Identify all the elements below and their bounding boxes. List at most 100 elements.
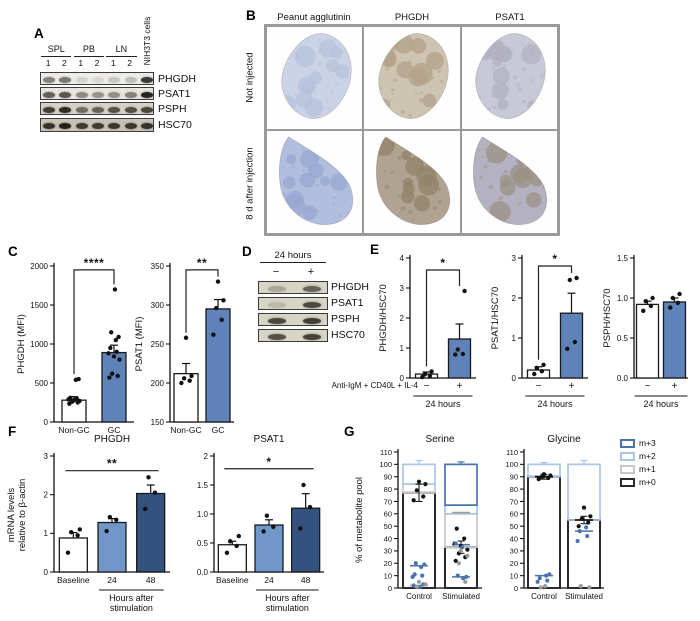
y-tick-label: 50	[510, 522, 518, 531]
y-tick-label: 90	[510, 473, 518, 482]
data-point	[261, 529, 266, 534]
chart-title: PSAT1	[254, 434, 285, 445]
data-point	[545, 578, 550, 583]
bar-Baseline	[58, 537, 88, 573]
data-point	[535, 579, 540, 584]
data-point	[179, 380, 184, 386]
legend-label: m+0	[639, 477, 656, 487]
x-axis-sub-label: Hours after	[265, 593, 310, 603]
x-tick-label: 24	[264, 575, 274, 585]
x-tick-label: +	[672, 381, 678, 392]
data-point	[464, 574, 469, 579]
lane-group-label: LN	[115, 44, 128, 54]
bar-chart-psph-hsc70: 0.0 0.5 1.0 1.5 PSPH/HSC70 − +24 hours	[602, 254, 688, 409]
data-point	[458, 548, 464, 554]
panel-e-label: E	[370, 242, 380, 257]
significance-stars: ****	[84, 256, 105, 270]
bar-48	[136, 492, 166, 573]
ihc-image-pna-notinjected	[266, 26, 364, 130]
lane-number: 1	[110, 58, 116, 68]
protein-band	[302, 317, 321, 324]
data-point	[565, 346, 570, 351]
x-tick-label: Stimulated	[442, 592, 480, 601]
blot-strip-PHGDH	[258, 281, 328, 294]
panel-b-label: B	[246, 8, 256, 23]
y-axis-label: PSAT1/HSC70	[490, 287, 501, 350]
y-tick-label: 1500	[30, 301, 48, 310]
x-tick-label: Baseline	[216, 575, 249, 585]
data-point	[648, 303, 654, 309]
bar-chart-psat1-hsc70: 0 1 2 3 PSAT1/HSC70 − + * 24 hours	[490, 252, 588, 409]
segment-m+0	[402, 491, 436, 589]
tissue-section-image	[473, 136, 548, 225]
data-point	[462, 288, 467, 294]
blot-d-lane-minus: −	[272, 266, 280, 278]
x-axis-sub-label: stimulation	[266, 603, 309, 613]
blot-strip-PSAT1	[40, 87, 154, 100]
blot-strip-PSAT1	[258, 297, 328, 310]
data-point	[461, 576, 466, 581]
y-tick-label: 0.0	[197, 568, 209, 577]
x-tick-label: Non-GC	[58, 425, 89, 435]
blot-strip-HSC70	[258, 329, 328, 342]
segment-m+3	[444, 463, 478, 507]
bar-chart-phgdh-mfi: 0 500 1000 1500 2000 PHGDH (MFI) Non-GC GC ****	[16, 256, 134, 435]
x-tick-label: −	[536, 381, 542, 392]
ihc-image-psat1-notinjected	[460, 26, 558, 130]
data-point	[537, 576, 542, 581]
stacked-bar-chart-serine: 0 10 20 30 40 50 60 70 80 90 100 110 % of metabolite…	[354, 434, 482, 601]
legend-label: m+3	[639, 438, 656, 448]
y-tick-label: 150	[151, 418, 165, 427]
protein-band	[59, 123, 72, 129]
data-point	[221, 298, 226, 303]
data-point	[421, 494, 426, 499]
data-point	[456, 561, 461, 566]
data-point	[109, 371, 115, 376]
legend-swatch	[620, 438, 635, 448]
data-point	[538, 585, 543, 590]
y-tick-label: 0	[400, 374, 405, 383]
data-point	[68, 395, 73, 401]
data-point	[575, 538, 580, 544]
data-point	[547, 572, 552, 577]
y-axis-label: PHGDH/HSC70	[378, 284, 389, 352]
y-tick-label: 200	[151, 379, 165, 388]
chart-title: Glycine	[547, 434, 581, 445]
data-point	[187, 378, 192, 383]
protein-band	[140, 76, 153, 83]
protein-band	[108, 76, 121, 83]
data-point	[532, 371, 537, 377]
segment-m+0	[567, 519, 601, 589]
x-tick-label: 48	[146, 575, 156, 585]
bar-+	[559, 312, 584, 379]
protein-band	[43, 123, 56, 129]
y-tick-label: 70	[384, 497, 392, 506]
y-tick-label: 20	[384, 559, 392, 568]
protein-band	[75, 123, 88, 129]
legend-item: m+3	[620, 438, 656, 448]
western-blot-stimulation: PHGDH PSAT1 PSPH HSC70	[258, 281, 378, 351]
data-point	[427, 373, 433, 379]
x-axis-sub-label: stimulation	[110, 603, 153, 613]
data-point	[581, 505, 587, 510]
ihc-image-psat1-injected	[460, 130, 558, 234]
data-point	[416, 479, 422, 484]
data-point	[414, 488, 419, 493]
y-tick-label: 2	[512, 294, 517, 303]
significance-stars: **	[197, 256, 207, 270]
y-tick-label: 1.0	[617, 294, 629, 303]
data-point	[76, 376, 81, 382]
ihc-image-grid	[264, 24, 560, 236]
x-tick-label: Baseline	[57, 575, 90, 585]
data-point	[298, 526, 303, 531]
y-tick-label: 0	[44, 418, 49, 427]
stacked-bar-chart-glycine: 0 10 20 30 40 50 60 70 80 90 100 110 Glycine Control S…	[505, 434, 604, 601]
y-tick-label: 30	[510, 547, 518, 556]
y-tick-label: 110	[506, 448, 518, 457]
data-point	[74, 396, 79, 401]
isotopologue-legend: m+3 m+2 m+1 m+0	[620, 438, 656, 487]
data-point	[675, 300, 681, 305]
blot-d-lane-plus: +	[307, 266, 315, 278]
protein-band	[140, 123, 153, 129]
data-point	[420, 573, 425, 578]
